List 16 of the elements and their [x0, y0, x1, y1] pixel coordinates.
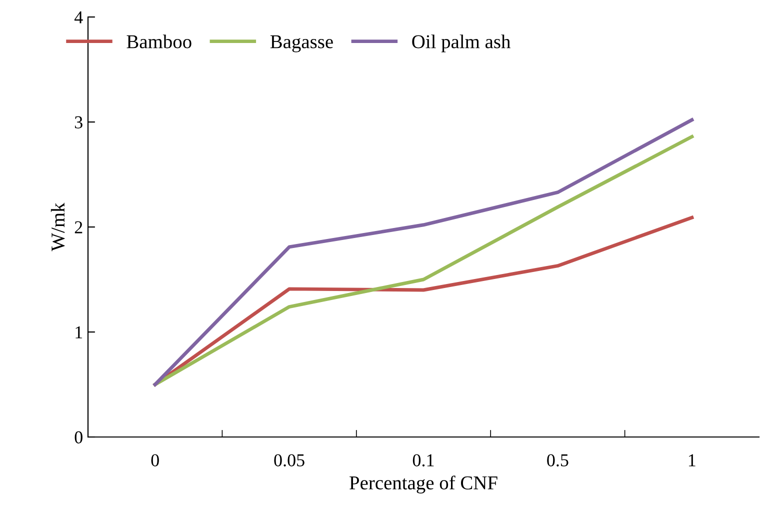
x-axis-title: Percentage of CNF [350, 476, 498, 494]
x-tick-label: 1 [688, 454, 696, 466]
x-tick-label: 0.05 [274, 454, 304, 466]
y-tick-label: 4 [74, 11, 83, 24]
y-tick-label: 2 [74, 221, 82, 234]
x-tick-label: 0.5 [547, 454, 568, 466]
y-axis-title: W/mk [50, 202, 65, 252]
y-tick-label: 3 [74, 116, 82, 128]
x-tick-label: 0.1 [412, 454, 434, 466]
y-tick-label: 1 [76, 326, 82, 338]
x-tick-label: 0 [151, 454, 159, 466]
legend-label: Bamboo [126, 34, 192, 48]
y-tick-label: 0 [74, 431, 82, 444]
line-series [153, 216, 694, 386]
legend-label: Oil palm ash [412, 34, 510, 52]
legend-label: Bagasse [270, 35, 333, 52]
